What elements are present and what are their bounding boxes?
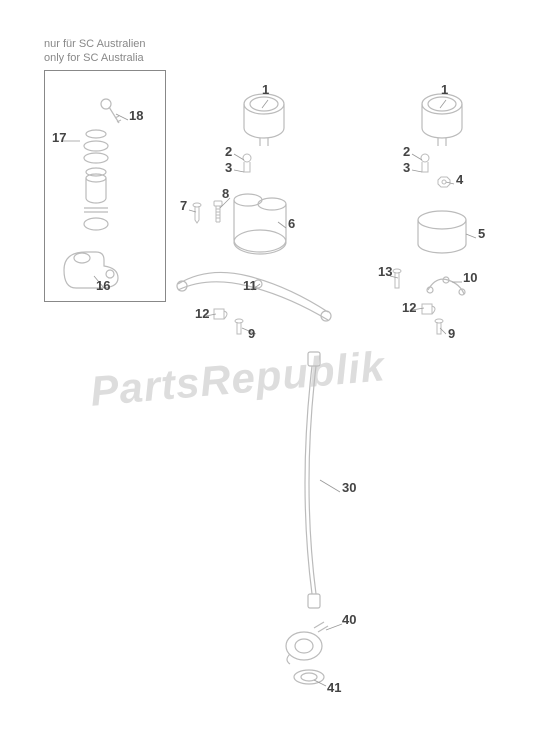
screw-9-left [234, 318, 244, 338]
housing-6 [228, 190, 292, 258]
callout-16: 16 [96, 278, 110, 293]
callout-40: 40 [342, 612, 356, 627]
callout-5: 5 [478, 226, 485, 241]
callout-6: 6 [288, 216, 295, 231]
bolt-8 [212, 200, 224, 226]
housing-16 [58, 240, 128, 290]
callout-4: 4 [456, 172, 463, 187]
washer-41 [292, 668, 326, 686]
nut-4 [436, 176, 452, 188]
header-line-1: nur für SC Australien [44, 38, 146, 50]
screw-7 [192, 202, 202, 224]
screw-13 [392, 268, 402, 292]
callout-41: 41 [327, 680, 341, 695]
callout-2-left: 2 [225, 144, 232, 159]
callout-12-left: 12 [195, 306, 209, 321]
cable-30 [288, 350, 338, 610]
bulb-left [240, 152, 254, 178]
lock-stack-17 [78, 128, 114, 238]
callout-13: 13 [378, 264, 392, 279]
gauge-right [418, 90, 466, 150]
callout-1-left: 1 [262, 82, 269, 97]
callout-12-right: 12 [402, 300, 416, 315]
callout-3-left: 3 [225, 160, 232, 175]
clip-12-left [212, 305, 232, 323]
screw-9-right [434, 318, 444, 338]
callout-7: 7 [180, 198, 187, 213]
bracket-11 [168, 262, 338, 332]
callout-10: 10 [463, 270, 477, 285]
callout-9-right: 9 [448, 326, 455, 341]
cup-5 [414, 210, 470, 260]
callout-8: 8 [222, 186, 229, 201]
drive-40 [278, 618, 334, 668]
callout-2-right: 2 [403, 144, 410, 159]
callout-3-right: 3 [403, 160, 410, 175]
callout-18: 18 [129, 108, 143, 123]
bulb-right [418, 152, 432, 178]
bracket-10 [424, 270, 468, 300]
gauge-left [240, 90, 288, 150]
header-line-2: only for SC Australia [44, 52, 144, 64]
callout-11: 11 [243, 278, 257, 293]
callout-17: 17 [52, 130, 66, 145]
callout-1-right: 1 [441, 82, 448, 97]
key-18 [98, 98, 122, 128]
callout-9-left: 9 [248, 326, 255, 341]
watermark-text: PartsRepublik [88, 342, 386, 416]
clip-12-right [420, 300, 440, 318]
callout-30: 30 [342, 480, 356, 495]
